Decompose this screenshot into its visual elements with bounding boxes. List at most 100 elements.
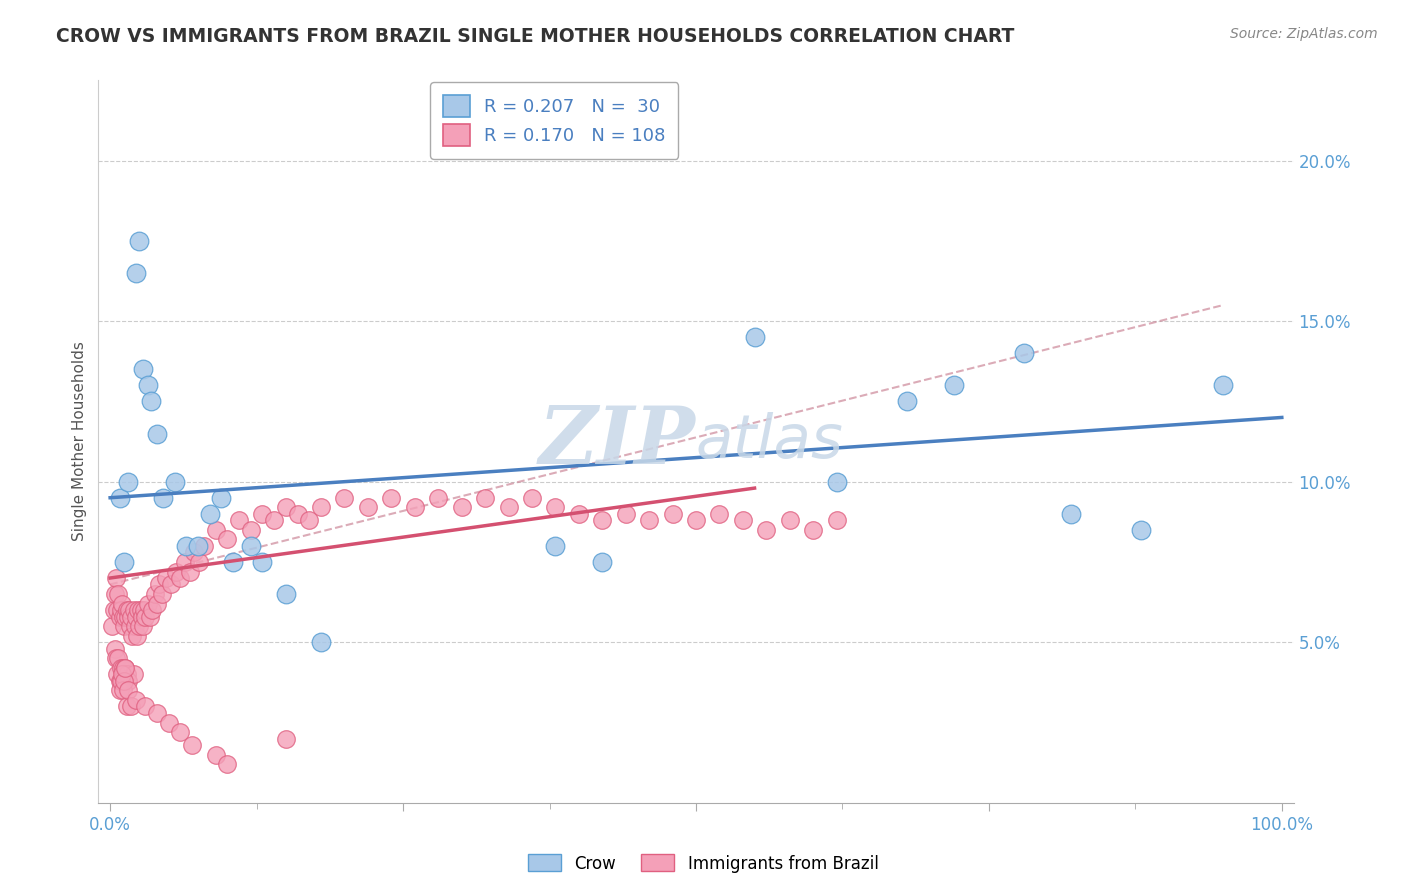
- Point: [779, 513, 801, 527]
- Point: [105, 603, 128, 617]
- Point: [614, 507, 637, 521]
- Point: [198, 507, 221, 521]
- Point: [108, 609, 131, 624]
- Point: [134, 699, 156, 714]
- Point: [274, 500, 297, 515]
- Point: [110, 603, 132, 617]
- Point: [103, 603, 125, 617]
- Point: [568, 507, 591, 521]
- Legend: Crow, Immigrants from Brazil: Crow, Immigrants from Brazil: [520, 847, 886, 880]
- Point: [129, 603, 152, 617]
- Point: [117, 475, 139, 489]
- Point: [211, 491, 233, 505]
- Point: [131, 609, 153, 624]
- Point: [125, 693, 148, 707]
- Point: [117, 683, 139, 698]
- Text: Source: ZipAtlas.com: Source: ZipAtlas.com: [1230, 27, 1378, 41]
- Point: [274, 731, 297, 746]
- Point: [112, 667, 135, 681]
- Point: [309, 635, 332, 649]
- Point: [120, 609, 142, 624]
- Point: [111, 667, 134, 681]
- Point: [204, 523, 226, 537]
- Point: [193, 539, 215, 553]
- Point: [118, 603, 141, 617]
- Point: [157, 715, 180, 730]
- Point: [141, 603, 163, 617]
- Point: [112, 673, 135, 688]
- Point: [309, 500, 332, 515]
- Point: [120, 699, 142, 714]
- Point: [112, 661, 135, 675]
- Point: [333, 491, 356, 505]
- Y-axis label: Single Mother Households: Single Mother Households: [72, 342, 87, 541]
- Point: [127, 603, 149, 617]
- Point: [163, 475, 186, 489]
- Point: [112, 683, 135, 698]
- Point: [755, 523, 778, 537]
- Point: [298, 513, 321, 527]
- Point: [179, 565, 201, 579]
- Point: [108, 683, 131, 698]
- Point: [252, 555, 274, 569]
- Point: [136, 597, 159, 611]
- Point: [152, 491, 174, 505]
- Point: [111, 597, 134, 611]
- Point: [274, 587, 297, 601]
- Point: [174, 539, 197, 553]
- Point: [146, 706, 169, 720]
- Point: [187, 539, 209, 553]
- Point: [117, 673, 139, 688]
- Point: [169, 725, 191, 739]
- Point: [108, 491, 131, 505]
- Point: [125, 609, 148, 624]
- Point: [136, 378, 159, 392]
- Point: [101, 619, 124, 633]
- Point: [591, 555, 613, 569]
- Point: [1060, 507, 1083, 521]
- Point: [124, 619, 146, 633]
- Point: [115, 699, 138, 714]
- Point: [896, 394, 918, 409]
- Point: [110, 661, 132, 675]
- Point: [744, 330, 766, 344]
- Point: [217, 533, 239, 547]
- Point: [731, 513, 754, 527]
- Point: [520, 491, 543, 505]
- Point: [169, 571, 191, 585]
- Point: [105, 667, 128, 681]
- Point: [160, 577, 183, 591]
- Point: [181, 738, 204, 752]
- Point: [217, 757, 239, 772]
- Point: [141, 394, 163, 409]
- Point: [148, 577, 170, 591]
- Point: [127, 629, 149, 643]
- Point: [252, 507, 274, 521]
- Point: [474, 491, 496, 505]
- Point: [263, 513, 285, 527]
- Point: [544, 500, 567, 515]
- Point: [122, 603, 145, 617]
- Point: [114, 661, 136, 675]
- Point: [591, 513, 613, 527]
- Point: [146, 426, 169, 441]
- Text: atlas: atlas: [696, 412, 844, 471]
- Point: [357, 500, 380, 515]
- Point: [146, 597, 169, 611]
- Point: [117, 609, 139, 624]
- Point: [638, 513, 661, 527]
- Point: [165, 565, 187, 579]
- Point: [110, 673, 132, 688]
- Point: [1012, 346, 1035, 360]
- Point: [128, 234, 150, 248]
- Point: [239, 539, 262, 553]
- Point: [112, 619, 135, 633]
- Point: [139, 609, 162, 624]
- Point: [125, 266, 148, 280]
- Point: [685, 513, 707, 527]
- Point: [121, 629, 143, 643]
- Legend: R = 0.207   N =  30, R = 0.170   N = 108: R = 0.207 N = 30, R = 0.170 N = 108: [430, 82, 678, 159]
- Point: [115, 603, 138, 617]
- Point: [427, 491, 450, 505]
- Point: [498, 500, 520, 515]
